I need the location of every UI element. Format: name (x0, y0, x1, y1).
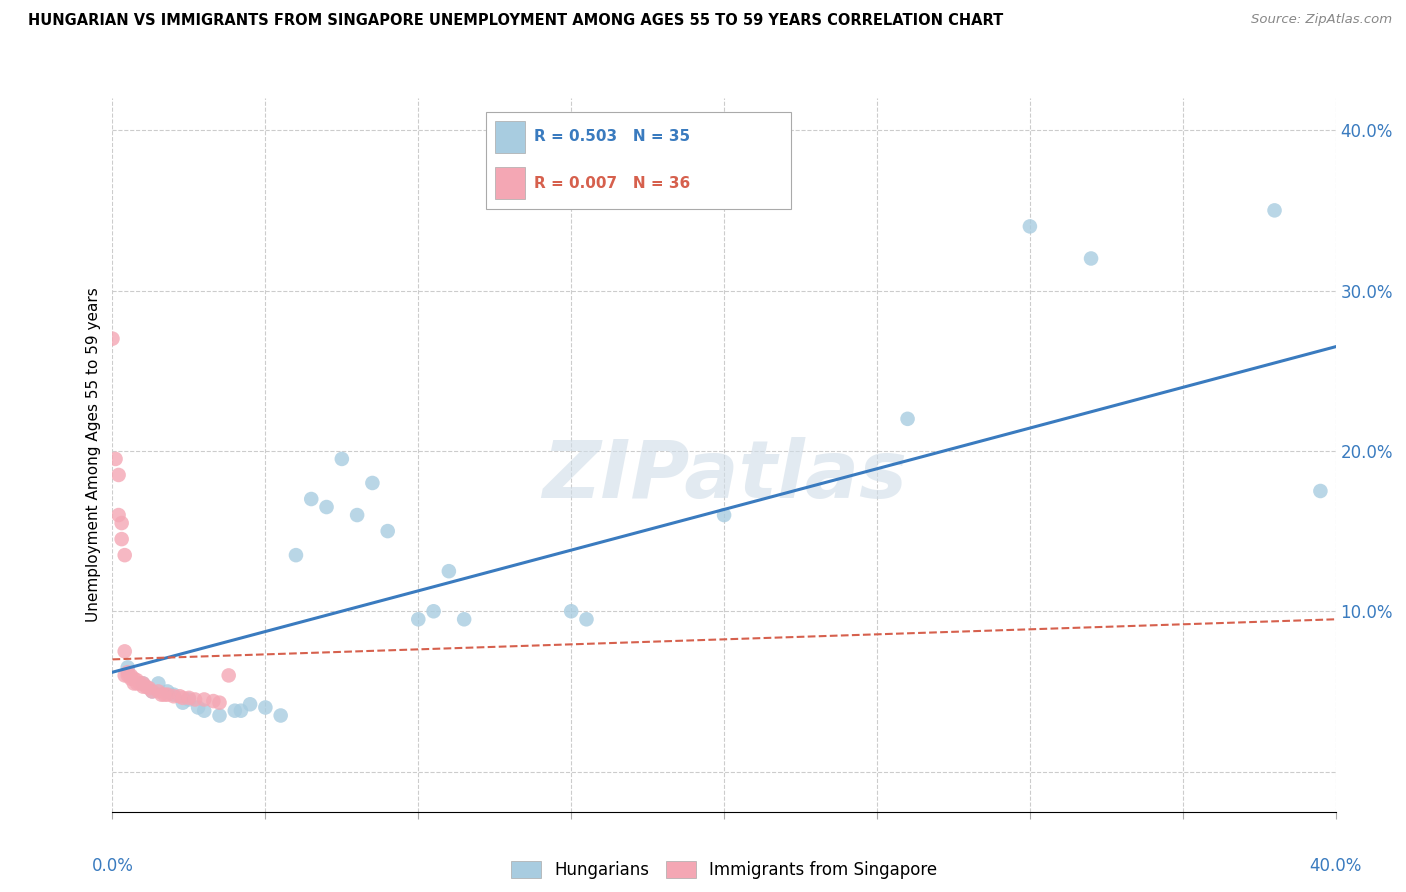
Point (1080, 252, 1102, 266)
Point (254, 700, 277, 714)
Point (117, 665, 139, 680)
Point (1309, 483, 1331, 498)
Point (713, 508, 735, 522)
Point (172, 690, 194, 705)
Point (129, 676, 152, 690)
Text: 40.0%: 40.0% (1309, 856, 1362, 875)
Point (239, 698, 262, 712)
Point (361, 475, 384, 490)
Text: 0.0%: 0.0% (91, 856, 134, 875)
Point (104, 451, 127, 466)
Text: HUNGARIAN VS IMMIGRANTS FROM SINGAPORE UNEMPLOYMENT AMONG AGES 55 TO 59 YEARS CO: HUNGARIAN VS IMMIGRANTS FROM SINGAPORE U… (28, 13, 1004, 29)
Point (422, 604, 444, 618)
Point (107, 467, 129, 482)
Point (114, 644, 136, 658)
Text: Source: ZipAtlas.com: Source: ZipAtlas.com (1251, 13, 1392, 27)
Point (117, 660, 139, 674)
Point (202, 694, 225, 708)
Point (177, 692, 200, 706)
Point (208, 696, 231, 710)
Point (218, 668, 240, 682)
Point (184, 692, 207, 706)
Point (172, 696, 194, 710)
Y-axis label: Unemployment Among Ages 55 to 59 years: Unemployment Among Ages 55 to 59 years (86, 287, 101, 623)
Point (560, 604, 582, 618)
Point (224, 704, 246, 718)
Point (122, 676, 145, 690)
Point (315, 500, 337, 514)
Point (153, 688, 176, 702)
Point (1018, 219, 1040, 234)
Point (107, 508, 129, 522)
Point (299, 491, 322, 506)
Point (163, 688, 186, 702)
Point (101, 332, 124, 346)
Point (150, 688, 173, 702)
Point (111, 516, 134, 530)
Point (132, 680, 155, 694)
Point (111, 532, 134, 546)
Point (346, 508, 368, 522)
Point (177, 690, 200, 705)
Point (284, 548, 308, 562)
Point (156, 688, 179, 702)
Point (897, 412, 920, 426)
Point (125, 673, 148, 688)
Point (270, 708, 292, 723)
Point (114, 548, 136, 562)
Point (135, 680, 157, 694)
Point (117, 668, 139, 682)
Point (193, 692, 215, 706)
Point (377, 524, 399, 538)
Text: ZIPatlas: ZIPatlas (541, 437, 907, 516)
Point (114, 668, 136, 682)
Point (141, 684, 163, 698)
Point (141, 684, 163, 698)
Point (1264, 203, 1286, 218)
Point (148, 684, 170, 698)
Point (208, 708, 231, 723)
Point (132, 676, 155, 690)
Point (156, 684, 179, 698)
Legend: Hungarians, Immigrants from Singapore: Hungarians, Immigrants from Singapore (505, 854, 943, 886)
Point (169, 690, 191, 704)
Point (437, 564, 460, 578)
Point (148, 676, 170, 690)
Point (138, 681, 160, 696)
Point (408, 612, 430, 626)
Point (122, 672, 145, 686)
Point (453, 612, 475, 626)
Point (132, 676, 155, 690)
Point (120, 668, 142, 682)
Point (575, 612, 598, 626)
Point (330, 451, 353, 466)
Point (229, 704, 252, 718)
Point (193, 704, 215, 718)
Point (125, 676, 148, 690)
Point (187, 700, 209, 714)
Point (163, 690, 186, 704)
Point (120, 672, 142, 686)
